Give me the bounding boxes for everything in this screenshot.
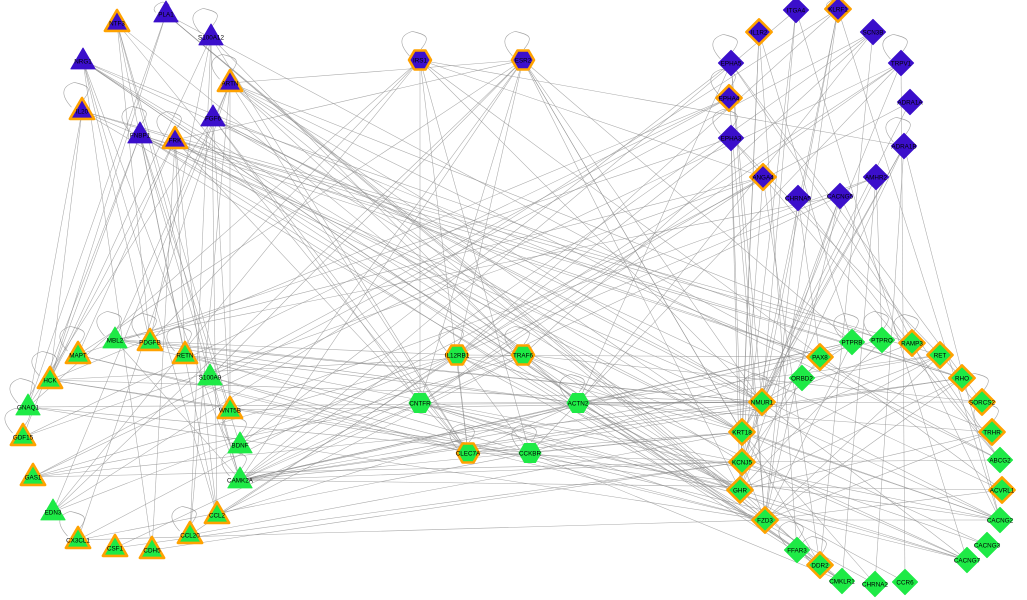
- svg-text:NTF3: NTF3: [109, 21, 125, 28]
- svg-text:ABCG2: ABCG2: [989, 458, 1011, 465]
- svg-text:EPHA3: EPHA3: [721, 136, 742, 143]
- svg-text:TRPV1: TRPV1: [891, 61, 912, 68]
- svg-text:MAPT: MAPT: [69, 353, 87, 360]
- svg-text:GAS1: GAS1: [25, 475, 42, 482]
- svg-text:ITGA4: ITGA4: [787, 8, 806, 15]
- svg-text:GDF15: GDF15: [13, 435, 34, 442]
- svg-text:HCK: HCK: [43, 378, 57, 385]
- svg-text:EDN3: EDN3: [45, 510, 62, 517]
- svg-text:S100A12: S100A12: [198, 35, 224, 42]
- svg-text:ORBD2: ORBD2: [791, 376, 813, 383]
- svg-text:PTPRO: PTPRO: [871, 338, 893, 345]
- svg-text:CACNG7: CACNG7: [954, 558, 981, 565]
- svg-text:S100A9: S100A9: [199, 375, 222, 382]
- svg-text:WNT5B: WNT5B: [219, 408, 241, 415]
- svg-text:ESR2: ESR2: [515, 58, 532, 65]
- svg-text:CCL2: CCL2: [209, 513, 226, 520]
- svg-text:DDR2: DDR2: [811, 563, 829, 570]
- svg-text:ACVRL1: ACVRL1: [990, 488, 1015, 495]
- svg-text:CX3CL1: CX3CL1: [66, 538, 90, 545]
- svg-text:GNAQ1: GNAQ1: [17, 405, 40, 412]
- svg-text:CACNG2: CACNG2: [987, 518, 1014, 525]
- svg-text:RAMP3: RAMP3: [901, 341, 923, 348]
- svg-text:MBL2: MBL2: [107, 338, 124, 345]
- svg-text:GHR: GHR: [733, 488, 747, 495]
- svg-text:RHO: RHO: [955, 376, 969, 383]
- svg-text:RET: RET: [934, 353, 947, 360]
- svg-text:ADRA1A: ADRA1A: [897, 100, 923, 107]
- svg-text:FFAR3: FFAR3: [787, 548, 807, 555]
- svg-text:CCL20: CCL20: [180, 533, 200, 540]
- svg-text:CDH5: CDH5: [143, 548, 161, 555]
- svg-text:ARTN: ARTN: [221, 81, 238, 88]
- svg-text:FZD3: FZD3: [757, 518, 773, 525]
- svg-text:IL20: IL20: [76, 109, 89, 116]
- svg-text:KRT18: KRT18: [732, 430, 752, 437]
- svg-text:PTPRB: PTPRB: [842, 340, 863, 347]
- svg-text:RETN: RETN: [176, 353, 194, 360]
- svg-text:CCKBR: CCKBR: [519, 451, 541, 458]
- svg-text:ADRA1B: ADRA1B: [891, 144, 916, 151]
- svg-text:TRHR: TRHR: [983, 430, 1001, 437]
- svg-text:PLA1: PLA1: [158, 12, 174, 19]
- svg-text:CSF1: CSF1: [107, 546, 124, 553]
- svg-text:IRS1: IRS1: [413, 58, 427, 65]
- svg-text:CMKLR1: CMKLR1: [829, 579, 855, 586]
- svg-text:EPHA5: EPHA5: [721, 61, 742, 68]
- svg-text:AMHR2: AMHR2: [865, 175, 888, 182]
- svg-text:PDGFB: PDGFB: [139, 340, 161, 347]
- svg-text:CNTFR: CNTFR: [409, 401, 431, 408]
- svg-text:FNBP1: FNBP1: [130, 133, 151, 140]
- svg-text:TRAF6: TRAF6: [513, 353, 533, 360]
- svg-text:SCN3B: SCN3B: [863, 30, 884, 37]
- svg-text:CLEC7A: CLEC7A: [456, 451, 481, 458]
- svg-text:CHRNA2: CHRNA2: [862, 582, 888, 589]
- svg-text:EPHA4: EPHA4: [719, 96, 740, 103]
- svg-text:CAMK2A: CAMK2A: [227, 478, 254, 485]
- svg-text:BDNF: BDNF: [231, 443, 248, 450]
- svg-text:KCNJ5: KCNJ5: [732, 460, 752, 467]
- svg-text:ACTN2: ACTN2: [568, 401, 589, 408]
- svg-text:NRG1: NRG1: [74, 59, 92, 66]
- svg-text:FRK: FRK: [169, 138, 182, 145]
- svg-text:KLRF1: KLRF1: [828, 7, 848, 14]
- svg-text:PAX8: PAX8: [812, 355, 828, 362]
- svg-text:NMUR1: NMUR1: [751, 400, 774, 407]
- svg-text:IL1R2: IL1R2: [751, 30, 768, 37]
- svg-text:CCR6: CCR6: [896, 580, 914, 587]
- svg-text:ANGA4: ANGA4: [752, 175, 774, 182]
- svg-text:FGF6: FGF6: [205, 116, 222, 123]
- svg-text:CACNG3: CACNG3: [974, 543, 1001, 550]
- svg-text:CACNG5: CACNG5: [827, 194, 854, 201]
- svg-text:SORCS2: SORCS2: [969, 400, 995, 407]
- svg-text:IL12RB1: IL12RB1: [445, 353, 470, 360]
- svg-text:CHRNA5: CHRNA5: [785, 196, 811, 203]
